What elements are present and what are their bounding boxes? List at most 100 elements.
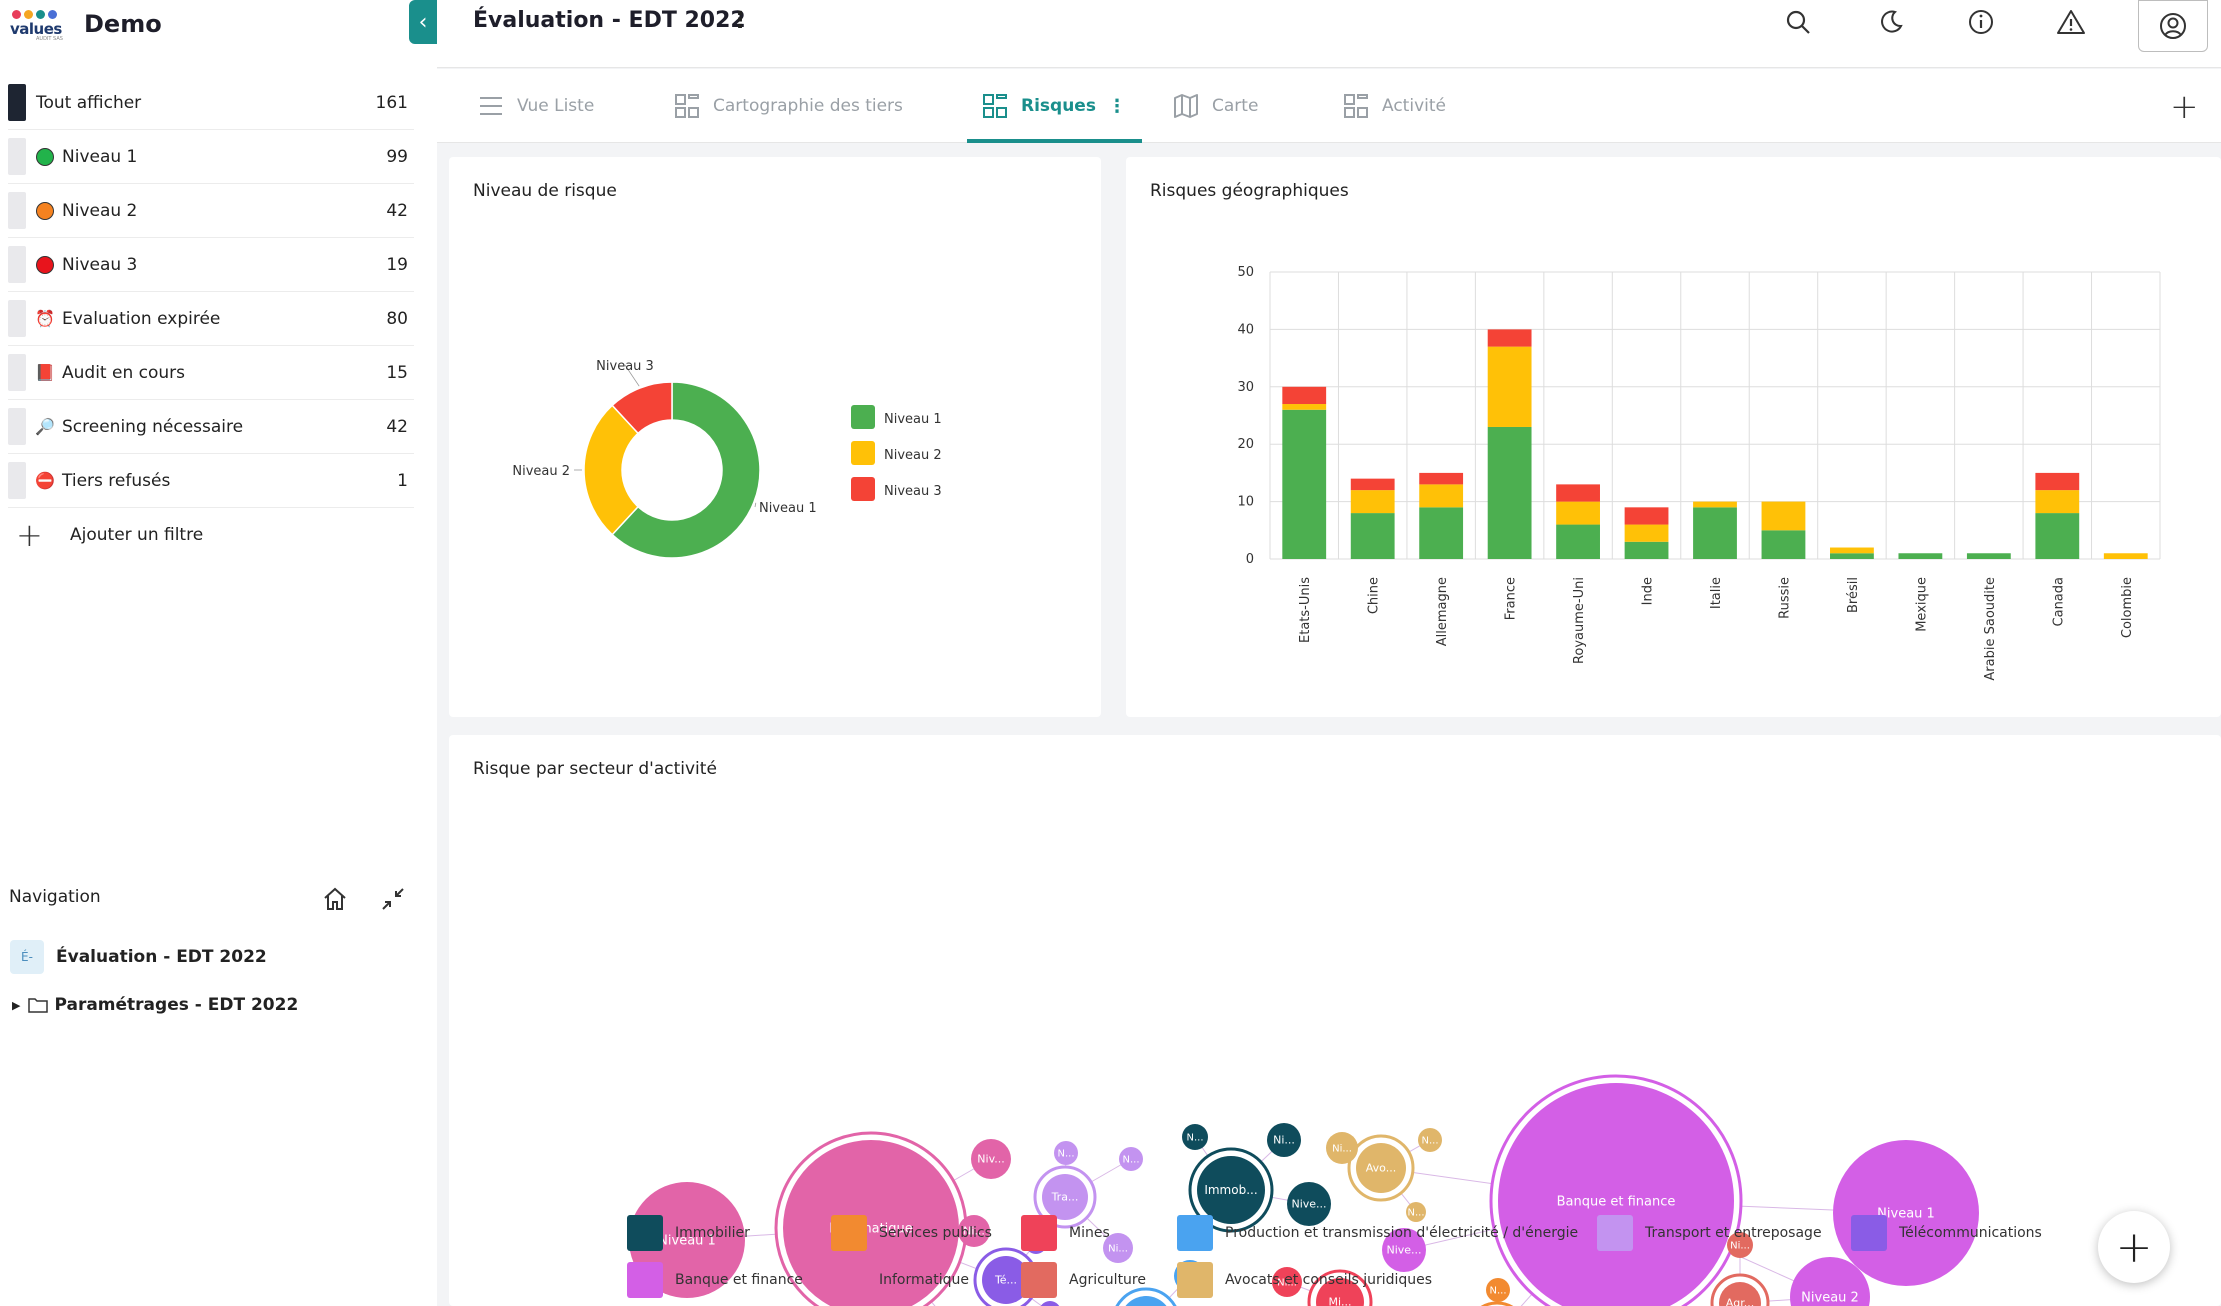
bar-segment[interactable] xyxy=(1966,553,2011,559)
bar-segment[interactable] xyxy=(1693,501,1737,508)
legend-item[interactable]: Immobilier xyxy=(627,1215,750,1251)
bar-segment[interactable] xyxy=(1556,484,1600,502)
sector-bubble[interactable] xyxy=(1790,1257,1870,1306)
nav-item-evaluation[interactable]: É- Évaluation - EDT 2022 xyxy=(10,940,267,974)
sector-bubble[interactable] xyxy=(1182,1124,1208,1150)
tab-cartographie[interactable]: Cartographie des tiers xyxy=(673,69,903,143)
bar-segment[interactable] xyxy=(1282,404,1327,410)
warning-icon[interactable] xyxy=(2055,6,2087,38)
pie-slice[interactable] xyxy=(611,381,761,559)
caret-right-icon[interactable]: ▶ xyxy=(12,998,21,1012)
tab-more-icon[interactable]: ⋮ xyxy=(1107,95,1126,117)
bar-segment[interactable] xyxy=(1830,553,1874,559)
sector-bubble[interactable] xyxy=(1356,1143,1406,1193)
bar-segment[interactable] xyxy=(1624,541,1669,559)
bar-segment[interactable] xyxy=(1350,478,1395,491)
legend-item[interactable]: Mines xyxy=(1021,1215,1110,1251)
sector-bubble[interactable] xyxy=(1727,1232,1753,1258)
sector-bubble[interactable] xyxy=(1418,1128,1442,1152)
sector-bubble[interactable] xyxy=(1287,1182,1331,1226)
info-icon[interactable] xyxy=(1965,6,1997,38)
sector-bubble[interactable] xyxy=(1498,1083,1734,1306)
home-icon[interactable] xyxy=(320,884,350,914)
bar-segment[interactable] xyxy=(2035,513,2080,559)
sector-bubble[interactable] xyxy=(1316,1278,1364,1306)
add-filter-button[interactable]: + Ajouter un filtre xyxy=(8,508,414,562)
sector-bubble[interactable] xyxy=(1039,1301,1061,1306)
filter-row[interactable]: Niveau 2 42 xyxy=(8,184,414,238)
filter-row[interactable]: Niveau 3 19 xyxy=(8,238,414,292)
bar-segment[interactable] xyxy=(2103,553,2148,559)
sector-bubble[interactable] xyxy=(971,1139,1011,1179)
bar-segment[interactable] xyxy=(1487,346,1532,427)
legend-item[interactable]: Production et transmission d'électricité… xyxy=(1177,1215,1578,1251)
tab-carte[interactable]: Carte xyxy=(1172,69,1258,143)
sector-bubble[interactable] xyxy=(1054,1141,1078,1165)
bar-segment[interactable] xyxy=(1419,484,1464,508)
legend-item[interactable]: Télécommunications xyxy=(1851,1215,2042,1251)
pie-slice[interactable] xyxy=(611,381,673,435)
add-fab-button[interactable]: + xyxy=(2098,1211,2170,1283)
legend-item[interactable]: Avocats et conseils juridiques xyxy=(1177,1262,1432,1298)
values-logo[interactable]: values AUDIT SAS xyxy=(10,7,66,42)
bar-segment[interactable] xyxy=(1282,386,1327,405)
sector-bubble[interactable] xyxy=(1120,1296,1172,1306)
bar-segment[interactable] xyxy=(2035,472,2080,491)
search-icon[interactable] xyxy=(1782,6,1814,38)
legend-item[interactable]: Transport et entreposage xyxy=(1597,1215,1822,1251)
bar-segment[interactable] xyxy=(1350,490,1395,514)
sector-bubble[interactable] xyxy=(1486,1278,1510,1302)
sector-bubble[interactable] xyxy=(1197,1156,1265,1224)
bar-segment[interactable] xyxy=(1487,329,1532,347)
sector-bubble[interactable] xyxy=(1042,1174,1088,1220)
bar-segment[interactable] xyxy=(1556,524,1600,559)
bar-segment[interactable] xyxy=(2035,490,2080,514)
sector-bubble[interactable] xyxy=(1272,1267,1302,1297)
filter-row[interactable]: ⛔ Tiers refusés 1 xyxy=(8,454,414,508)
tab-risques[interactable]: Risques ⋮ xyxy=(967,69,1142,143)
filter-row[interactable]: Tout afficher 161 xyxy=(8,76,414,130)
collapse-sidebar-button[interactable]: ‹ xyxy=(409,0,437,44)
nav-item-parametrages[interactable]: ▶ Paramétrages - EDT 2022 xyxy=(12,995,298,1015)
more-options-icon[interactable]: ⋮ xyxy=(729,8,751,33)
bar-segment[interactable] xyxy=(1419,507,1464,559)
bar-segment[interactable] xyxy=(1282,409,1327,559)
legend-item[interactable]: Agriculture xyxy=(1021,1262,1146,1298)
sector-bubble[interactable] xyxy=(783,1140,959,1306)
sector-bubble[interactable] xyxy=(1406,1202,1426,1222)
sector-bubble[interactable] xyxy=(982,1256,1030,1304)
filter-label: Evaluation expirée xyxy=(62,308,221,329)
filter-row[interactable]: 📕 Audit en cours 15 xyxy=(8,346,414,400)
sector-bubble[interactable] xyxy=(958,1215,990,1247)
bar-segment[interactable] xyxy=(1556,501,1600,525)
bar-segment[interactable] xyxy=(1898,553,1943,559)
sector-bubble[interactable] xyxy=(1119,1147,1143,1171)
filter-row[interactable]: ⏰ Evaluation expirée 80 xyxy=(8,292,414,346)
legend-item[interactable]: Informatique xyxy=(831,1262,969,1298)
add-tab-button[interactable]: + xyxy=(2170,87,2199,127)
collapse-arrows-icon[interactable] xyxy=(378,884,408,914)
sector-bubble[interactable] xyxy=(1382,1228,1426,1272)
sector-bubble[interactable] xyxy=(1267,1123,1301,1157)
tab-activite[interactable]: Activité xyxy=(1342,69,1446,143)
tab-vue-liste[interactable]: Vue Liste xyxy=(477,69,594,143)
bar-segment[interactable] xyxy=(1830,547,1874,554)
bar-segment[interactable] xyxy=(1419,472,1464,485)
bar-segment[interactable] xyxy=(1761,501,1806,531)
user-account-button[interactable] xyxy=(2138,0,2208,52)
filter-row[interactable]: 🔎 Screening nécessaire 42 xyxy=(8,400,414,454)
sector-bubble[interactable] xyxy=(1103,1233,1133,1263)
bar-segment[interactable] xyxy=(1350,513,1395,559)
legend-item[interactable]: Banque et finance xyxy=(627,1262,803,1298)
dark-mode-icon[interactable] xyxy=(1875,6,1907,38)
bar-segment[interactable] xyxy=(1693,507,1737,559)
sector-bubble[interactable] xyxy=(1719,1282,1761,1306)
bar-segment[interactable] xyxy=(1487,426,1532,559)
pie-slice[interactable] xyxy=(583,404,640,536)
bar-segment[interactable] xyxy=(1761,530,1806,559)
filter-row[interactable]: Niveau 1 99 xyxy=(8,130,414,184)
bar-segment[interactable] xyxy=(1624,507,1669,525)
legend-item[interactable]: Services publics xyxy=(831,1215,992,1251)
sector-bubble[interactable] xyxy=(1326,1132,1358,1164)
bar-segment[interactable] xyxy=(1624,524,1669,542)
